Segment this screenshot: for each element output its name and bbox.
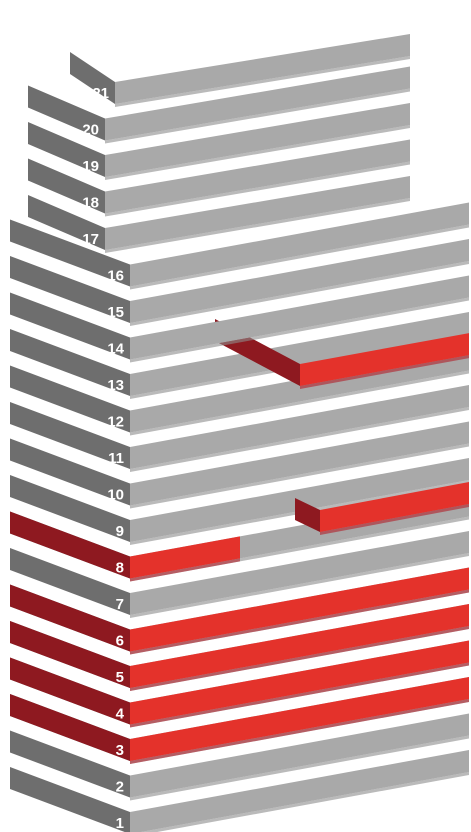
floor-label: 10	[107, 487, 124, 504]
floor-slab	[70, 34, 410, 107]
floor-slab	[28, 103, 410, 180]
floor-7: 7	[10, 531, 469, 618]
floor-1: 1	[10, 750, 469, 832]
floor-19: 19	[28, 103, 410, 180]
floor-highlight	[10, 511, 240, 582]
floor-label: 6	[116, 633, 124, 650]
floor-label: 20	[82, 122, 99, 139]
floor-5: 5	[10, 604, 469, 691]
floor-highlight	[10, 677, 469, 764]
floor-slab	[10, 713, 469, 801]
floor-3: 3	[10, 677, 469, 764]
floor-label: 1	[116, 815, 124, 832]
floor-label: 11	[108, 450, 124, 467]
floor-4: 4	[10, 640, 469, 728]
floor-label: 8	[116, 560, 124, 577]
floor-label: 7	[116, 596, 124, 613]
floor-label: 19	[82, 158, 99, 175]
floor-13: 13	[10, 312, 469, 399]
floor-slab	[10, 385, 469, 472]
floor-label: 3	[116, 742, 124, 759]
floor-14: 14	[10, 275, 469, 363]
floor-label: 14	[107, 341, 124, 358]
floor-highlight	[10, 567, 469, 655]
floor-label: 2	[116, 779, 124, 796]
floor-18: 18	[28, 139, 410, 217]
floor-label: 4	[116, 706, 125, 723]
floor-9-right-highlight	[295, 482, 469, 535]
floor-slab	[10, 202, 469, 290]
floor-label: 5	[116, 669, 124, 686]
floor-label: 13	[107, 377, 124, 394]
floor-20: 20	[28, 66, 410, 144]
floor-slab	[10, 750, 469, 832]
floor-label: 17	[82, 231, 99, 248]
floor-slab	[10, 531, 469, 618]
floor-highlight	[10, 640, 469, 728]
floor-label: 15	[107, 304, 124, 321]
floor-label: 9	[116, 523, 124, 540]
floor-10: 10	[10, 421, 469, 509]
floor-slab	[10, 275, 469, 363]
floor-slab	[10, 239, 469, 326]
floor-slab	[28, 139, 410, 217]
floor-6: 6	[10, 567, 469, 655]
floor-label: 21	[92, 85, 109, 102]
floor-slab	[28, 176, 410, 253]
floor-label: 12	[107, 414, 124, 431]
floor-15: 15	[10, 239, 469, 326]
floor-slab	[10, 421, 469, 509]
floor-21: 21	[70, 34, 410, 107]
floor-2: 2	[10, 713, 469, 801]
floor-11: 11	[10, 385, 469, 472]
floor-slab	[28, 66, 410, 144]
floor-highlight	[10, 604, 469, 691]
floor-label: 18	[82, 195, 99, 212]
floor-16: 16	[10, 202, 469, 290]
floor-17: 17	[28, 176, 410, 253]
floor-label: 16	[107, 268, 124, 285]
